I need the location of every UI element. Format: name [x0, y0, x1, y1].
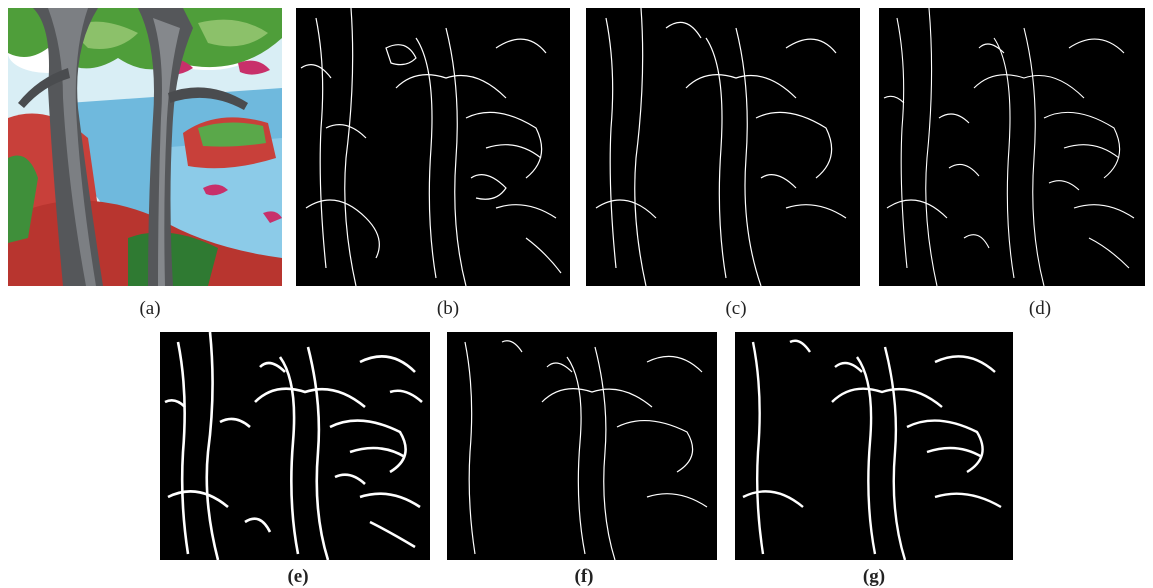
caption-b: (b) — [436, 298, 460, 319]
painting-image — [8, 8, 282, 286]
edge-map-b — [300, 8, 562, 286]
caption-f: (f) — [574, 566, 594, 587]
edge-map-d — [883, 8, 1135, 286]
panel-b-edge-map — [296, 8, 570, 286]
panel-f-edge-map — [447, 332, 717, 560]
caption-e: (e) — [287, 566, 309, 587]
panel-a-painting — [8, 8, 282, 286]
caption-c: (c) — [725, 298, 747, 319]
caption-a: (a) — [139, 298, 161, 319]
panel-c-edge-map — [586, 8, 860, 286]
panel-d-edge-map — [879, 8, 1145, 286]
edge-map-c — [595, 8, 847, 286]
edge-map-g — [742, 339, 1002, 560]
edge-map-f — [464, 340, 708, 560]
caption-d: (d) — [1028, 298, 1052, 319]
edge-map-e — [164, 332, 423, 560]
panel-g-edge-map — [735, 332, 1013, 560]
caption-g: (g) — [862, 566, 886, 587]
panel-e-edge-map — [160, 332, 430, 560]
